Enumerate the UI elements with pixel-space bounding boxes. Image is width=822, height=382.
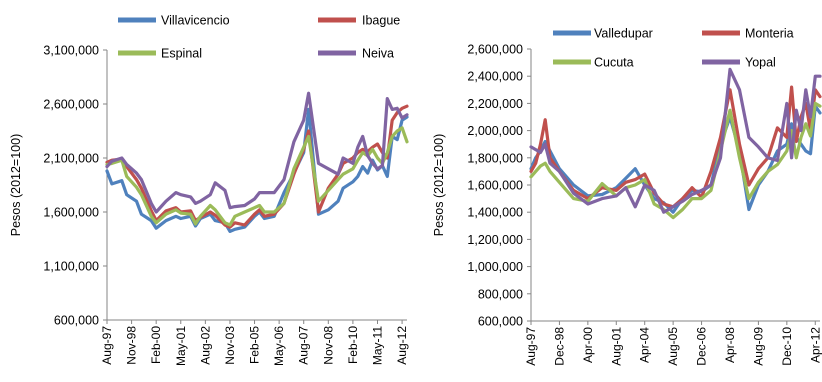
x-tick-label: Apr-12 [808, 327, 822, 363]
y-tick-label: 2,100,000 [43, 152, 99, 166]
series-line-neiva [105, 91, 409, 214]
x-tick-label: Dec-06 [695, 327, 709, 366]
y-tick-label: 1,200,000 [467, 233, 523, 247]
x-tick-label: Dec-10 [780, 327, 794, 366]
series-line-monteria [529, 85, 822, 209]
y-tick-label: 1,400,000 [467, 206, 523, 220]
x-tick-label: Feb-10 [346, 326, 360, 364]
series-line-ibague [105, 104, 409, 229]
x-tick-label: Aug-01 [609, 327, 623, 366]
y-tick-label: 600,000 [54, 314, 99, 328]
legend-label-villavicencio: Villavicencio [161, 14, 230, 28]
y-tick-label: 3,100,000 [43, 44, 99, 58]
x-tick-label: Aug-12 [395, 326, 409, 365]
x-tick-label: May-01 [174, 326, 188, 366]
x-tick-label: Nov-98 [125, 326, 139, 365]
chart-left-svg: 600,000 1,100,000 1,600,000 2,100,000 2,600,… [9, 14, 409, 367]
x-tick-label: Aug-97 [524, 327, 538, 366]
x-tick-label: Aug-02 [198, 326, 212, 365]
y-tick-label: 2,600,000 [43, 98, 99, 112]
x-tick-label: May-06 [272, 326, 286, 366]
legend-label-cucuta: Cucuta [594, 56, 634, 70]
y-tick-label: 600,000 [478, 315, 523, 329]
x-tick-label: Nov-03 [223, 326, 237, 365]
chart-left: 600,000 1,100,000 1,600,000 2,100,000 2,600,… [0, 0, 410, 382]
y-tick-label: 1,800,000 [467, 151, 523, 165]
legend-label-yopal: Yopal [745, 56, 776, 70]
x-tick-label: Aug-09 [751, 327, 765, 366]
x-tick-label: Aug-05 [666, 327, 680, 366]
x-tick-label: May-11 [370, 326, 384, 365]
chart-right-svg: 600,000 800,000 1,000,000 1,200,000 1,400,00… [432, 27, 822, 366]
legend-label-espinal: Espinal [161, 47, 202, 61]
x-tick-label: Feb-00 [149, 326, 163, 364]
chart-right: 600,000 800,000 1,000,000 1,200,000 1,400,00… [412, 0, 822, 382]
y-tick-label: 2,600,000 [467, 43, 523, 57]
x-tick-label: Aug-97 [100, 326, 114, 365]
y-tick-label: 2,400,000 [467, 70, 523, 84]
y-tick-label: 1,600,000 [467, 179, 523, 193]
legend-label-monteria: Monteria [745, 27, 794, 41]
x-tick-label: Dec-98 [552, 327, 566, 366]
y-tick-label: 2,000,000 [467, 124, 523, 138]
series-line-espinal [105, 126, 409, 227]
y-tick-label: 1,100,000 [43, 260, 99, 274]
y-tick-label: 800,000 [478, 287, 523, 301]
x-tick-label: Nov-08 [321, 326, 335, 365]
series-line-yopal [529, 67, 822, 214]
x-tick-label: Feb-05 [248, 326, 262, 364]
y-tick-label: 1,000,000 [467, 260, 523, 274]
legend-label-neiva: Neiva [362, 47, 394, 61]
x-tick-label: Apr-08 [723, 327, 737, 363]
x-tick-label: Apr-04 [638, 327, 652, 363]
x-tick-label: Aug-07 [297, 326, 311, 365]
legend-label-valledupar: Valledupar [594, 27, 653, 41]
y-axis-title: Pesos (2012=100) [9, 134, 23, 237]
y-axis-title: Pesos (2012=100) [432, 134, 446, 237]
y-tick-label: 2,200,000 [467, 97, 523, 111]
legend-label-ibague: Ibague [362, 14, 400, 28]
x-tick-label: Apr-00 [581, 327, 595, 363]
y-tick-label: 1,600,000 [43, 206, 99, 220]
